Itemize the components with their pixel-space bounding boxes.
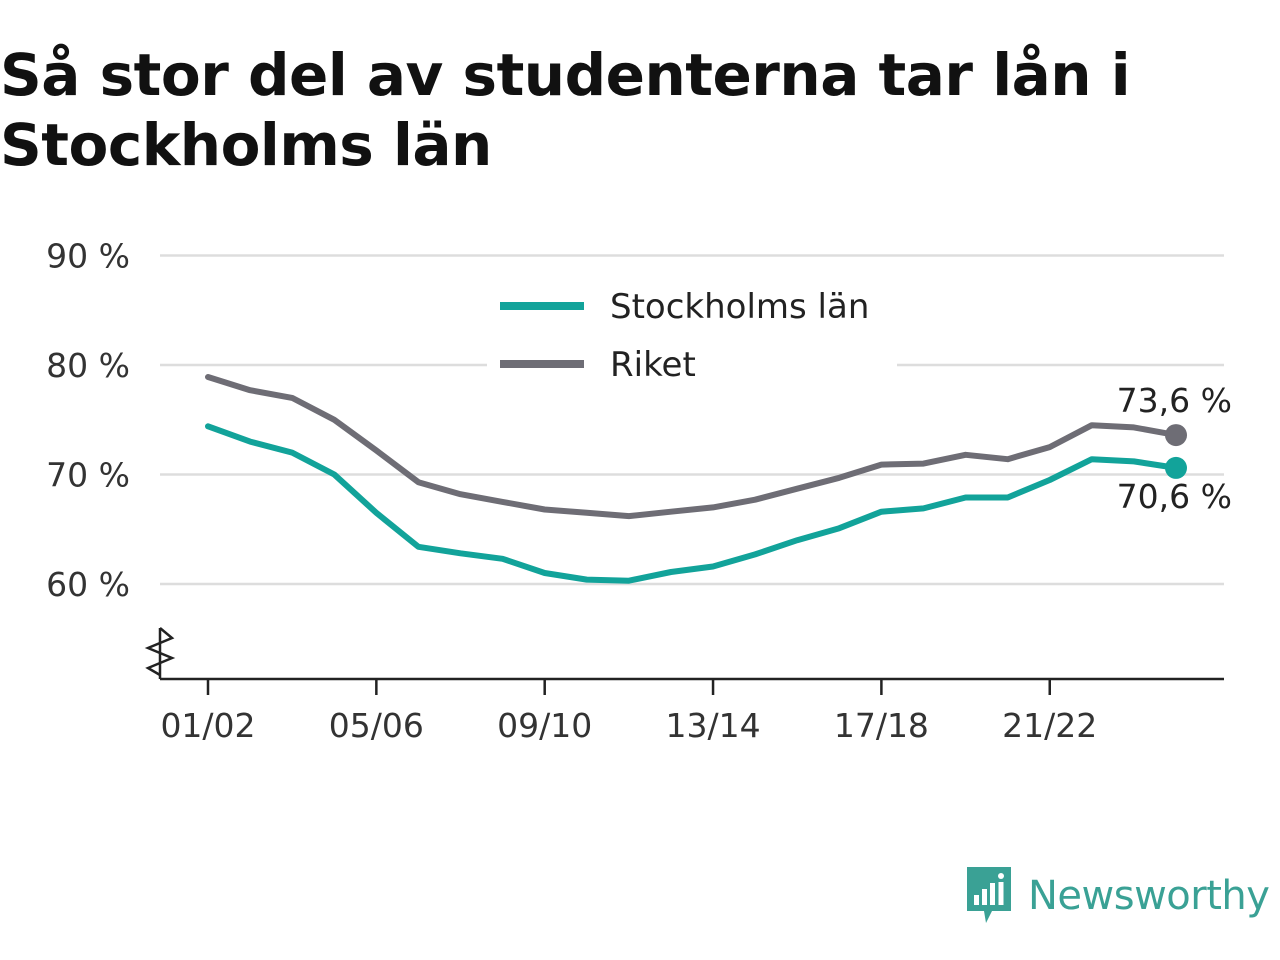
newsworthy-logo-icon bbox=[967, 867, 1011, 923]
x-tick-label: 01/02 bbox=[160, 706, 255, 745]
end-value-label: 70,6 % bbox=[1117, 477, 1232, 516]
x-tick-label: 05/06 bbox=[329, 706, 424, 745]
x-tick-label: 21/22 bbox=[1002, 706, 1097, 745]
x-tick-label: 17/18 bbox=[834, 706, 929, 745]
series-line bbox=[205, 423, 1179, 584]
end-value-label: 73,6 % bbox=[1117, 381, 1232, 420]
x-tick-label: 09/10 bbox=[497, 706, 592, 745]
end-labels: 70,6 % 73,6 % bbox=[1117, 381, 1232, 516]
y-tick-label: 90 % bbox=[46, 237, 130, 276]
series-lines bbox=[205, 374, 1187, 584]
series-end-point bbox=[1165, 456, 1187, 479]
y-tick-label: 70 % bbox=[46, 456, 130, 495]
brand-name: Newsworthy bbox=[1028, 873, 1270, 919]
chart-title: Så stor del av studenterna tar lån i Sto… bbox=[0, 41, 1131, 179]
legend: Stockholms län Riket bbox=[487, 278, 897, 388]
legend-background bbox=[487, 278, 897, 388]
series-line bbox=[205, 374, 1179, 520]
series-end-point bbox=[1165, 424, 1187, 447]
y-tick-label: 80 % bbox=[46, 346, 130, 385]
newsworthy-logo: Newsworthy bbox=[964, 864, 1270, 928]
axis-break-mark bbox=[144, 627, 176, 677]
x-axis: 01/02 05/06 09/10 13/14 17/18 21/22 bbox=[144, 627, 1224, 745]
legend-label: Riket bbox=[610, 345, 696, 385]
x-tick-label: 13/14 bbox=[665, 706, 760, 745]
y-tick-label: 60 % bbox=[46, 565, 130, 604]
legend-label: Stockholms län bbox=[610, 287, 869, 327]
